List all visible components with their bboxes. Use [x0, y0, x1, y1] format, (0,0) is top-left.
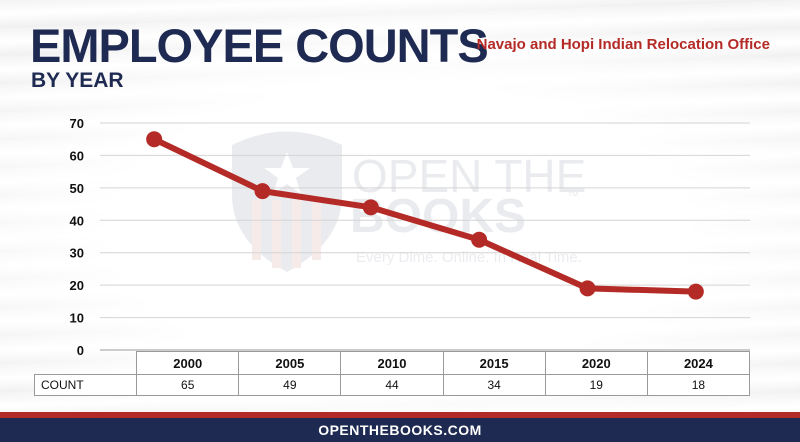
table-header-row: 2000 2005 2010 2015 2020 2024: [34, 351, 751, 375]
data-point: [687, 283, 704, 300]
table-cell-value: 18: [646, 374, 751, 396]
y-tick-label: 20: [70, 278, 84, 293]
data-point: [579, 280, 596, 297]
table-row: COUNT 65 49 44 34 19 18: [33, 374, 751, 396]
table-cell-value: 34: [442, 374, 546, 396]
y-tick-label: 30: [70, 246, 84, 261]
watermark-tagline: Every Dime. Online. In Real Time.: [356, 249, 582, 266]
chart-title: EMPLOYEE COUNTS: [30, 19, 489, 72]
x-category-label: 2005: [238, 351, 342, 375]
x-category-label: 2000: [136, 351, 240, 375]
table-cell-value: 44: [340, 374, 444, 396]
x-category-label: 2020: [544, 351, 648, 375]
watermark-tm: ™: [567, 189, 579, 203]
footer-stripe: [0, 412, 800, 418]
agency-name: Navajo and Hopi Indian Relocation Office: [476, 36, 770, 53]
y-tick-label: 40: [70, 213, 84, 228]
y-tick-label: 50: [70, 181, 84, 196]
data-point: [254, 183, 271, 200]
table-corner: [34, 351, 138, 375]
table-cell-value: 65: [136, 374, 240, 396]
chart-subtitle: BY YEAR: [31, 69, 124, 92]
watermark: OPEN THE BOOKS ™ Every Dime. Online. In …: [232, 131, 586, 272]
shield-icon: [232, 131, 342, 272]
table-cell-value: 49: [238, 374, 342, 396]
series-line-count: [151, 136, 699, 295]
y-tick-label: 70: [70, 116, 84, 131]
watermark-line2: BOOKS: [350, 190, 526, 243]
x-category-label: 2024: [646, 351, 751, 375]
data-point: [471, 231, 488, 248]
y-tick-label: 60: [70, 148, 84, 163]
x-category-label: 2015: [442, 351, 546, 375]
y-tick-label: 10: [70, 311, 84, 326]
x-category-label: 2010: [340, 351, 444, 375]
data-points: [146, 131, 704, 300]
grid: [100, 122, 750, 351]
data-point: [362, 199, 379, 216]
table-cell-value: 19: [544, 374, 648, 396]
footer-url: OPENTHEBOOKS.COM: [0, 418, 800, 442]
data-table: 2000 2005 2010 2015 2020 2024 COUNT 65 49 44 34 19…: [33, 351, 751, 396]
y-axis: 0 10 20 30 40 50 60 70: [70, 116, 84, 358]
watermark-line1: OPEN THE: [352, 150, 586, 202]
data-point: [146, 131, 163, 148]
table-row-label: COUNT: [33, 374, 138, 396]
y-tick-label: 0: [77, 343, 84, 358]
